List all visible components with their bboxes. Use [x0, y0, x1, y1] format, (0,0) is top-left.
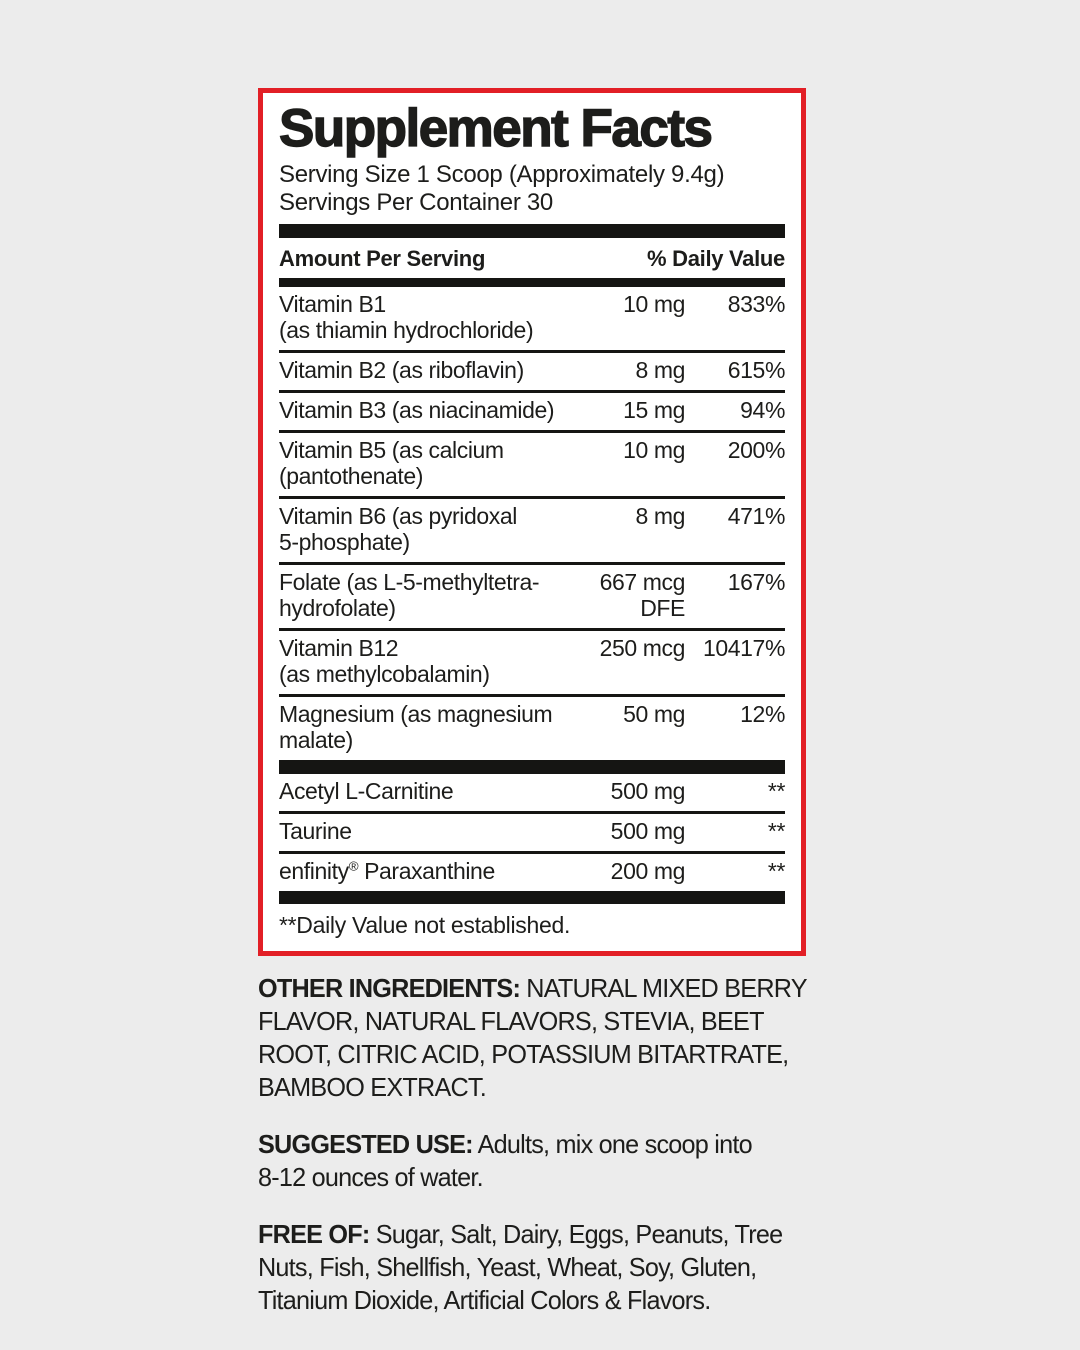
- nutrient-daily-value: 615%: [727, 357, 786, 384]
- nutrient-name: Vitamin B12 (as methylcobalamin): [279, 635, 490, 688]
- nutrient-name: Vitamin B5 (as calcium (pantothenate): [279, 437, 504, 490]
- label-info-sections: OTHER INGREDIENTS: NATURAL MIXED BERRY F…: [258, 972, 918, 1341]
- nutrient-daily-value: 94%: [740, 397, 785, 424]
- nutrient-row: Folate (as L-5-methyltetra- hydrofolate)…: [279, 562, 785, 628]
- nutrient-amount: 500 mg: [610, 818, 686, 845]
- nutrient-daily-value: **: [767, 858, 786, 885]
- thick-divider-bar: [279, 760, 785, 775]
- thick-divider-bar: [279, 891, 785, 905]
- registered-trademark-symbol: ®: [348, 858, 359, 874]
- nutrient-row: Vitamin B1 (as thiamin hydrochloride) 10 …: [279, 287, 785, 350]
- other-ingredients-text: NATURAL MIXED BERRY FLAVOR, NATURAL FLAV…: [258, 973, 808, 1102]
- other-ingredients-label: OTHER INGREDIENTS:: [258, 973, 521, 1003]
- panel-title: Supplement Facts: [278, 99, 713, 158]
- nutrient-amount: 8 mg: [635, 503, 685, 530]
- nutrient-row: enfinity® Paraxanthine 200 mg **: [279, 851, 785, 891]
- nutrient-rows-vitamins: Vitamin B1 (as thiamin hydrochloride) 10 …: [279, 287, 785, 760]
- amount-per-serving-header: Amount Per Serving: [279, 246, 486, 272]
- nutrient-row: Vitamin B6 (as pyridoxal 5-phosphate) 8 m…: [279, 496, 785, 562]
- nutrient-row: Vitamin B12 (as methylcobalamin) 250 mcg 1…: [279, 628, 785, 694]
- nutrient-name: enfinity® Paraxanthine: [279, 858, 495, 885]
- nutrient-row: Vitamin B5 (as calcium (pantothenate) 10 …: [279, 430, 785, 496]
- nutrient-daily-value: 200%: [727, 437, 786, 464]
- nutrient-amount: 10 mg: [623, 291, 685, 318]
- serving-size-text: Serving Size 1 Scoop (Approximately 9.4g…: [279, 161, 725, 189]
- nutrient-amount: 15 mg: [623, 397, 685, 424]
- daily-value-footnote: **Daily Value not established.: [279, 912, 571, 939]
- supplement-facts-panel: Supplement Facts Serving Size 1 Scoop (A…: [258, 88, 806, 957]
- suggested-use-section: SUGGESTED USE: Adults, mix one scoop int…: [258, 1128, 898, 1194]
- nutrient-rows-other: Acetyl L-Carnitine 500 mg ** Taurine 500 mg *…: [279, 774, 785, 891]
- nutrient-amount: 667 mcg DFE: [599, 569, 686, 622]
- nutrient-daily-value: 833%: [727, 291, 786, 318]
- nutrient-amount: 500 mg: [610, 778, 686, 805]
- nutrient-row: Vitamin B2 (as riboflavin) 8 mg 615%: [279, 350, 785, 390]
- nutrient-daily-value: 167%: [727, 569, 786, 596]
- free-of-text: Sugar, Salt, Dairy, Eggs, Peanuts, Tree …: [258, 1219, 783, 1315]
- nutrient-row: Vitamin B3 (as niacinamide) 15 mg 94%: [279, 390, 785, 430]
- nutrient-name: Vitamin B1 (as thiamin hydrochloride): [279, 291, 534, 344]
- daily-value-header: % Daily Value: [647, 246, 785, 272]
- nutrient-name: Vitamin B6 (as pyridoxal 5-phosphate): [279, 503, 517, 556]
- nutrient-name: Vitamin B3 (as niacinamide): [279, 397, 555, 424]
- nutrient-row: Taurine 500 mg **: [279, 811, 785, 851]
- table-header-row: Amount Per Serving % Daily Value: [279, 238, 785, 278]
- suggested-use-label: SUGGESTED USE:: [258, 1129, 474, 1159]
- nutrient-amount: 10 mg: [623, 437, 685, 464]
- nutrient-name: Folate (as L-5-methyltetra- hydrofolate): [279, 569, 540, 622]
- suggested-use-text: Adults, mix one scoop into 8-12 ounces o…: [258, 1129, 753, 1192]
- nutrient-daily-value: **: [767, 818, 786, 845]
- nutrient-amount: 200 mg: [610, 858, 686, 885]
- nutrient-row: Magnesium (as magnesium malate) 50 mg 12%: [279, 694, 785, 760]
- free-of-section: FREE OF: Sugar, Salt, Dairy, Eggs, Peanu…: [258, 1218, 898, 1317]
- free-of-label: FREE OF:: [258, 1219, 370, 1249]
- servings-per-container-text: Servings Per Container 30: [279, 189, 553, 217]
- nutrient-name: Acetyl L-Carnitine: [279, 778, 454, 805]
- thick-divider-bar: [279, 224, 785, 239]
- nutrient-daily-value: 12%: [740, 701, 785, 728]
- nutrient-daily-value: 10417%: [702, 635, 785, 662]
- nutrient-name: Taurine: [279, 818, 352, 845]
- nutrient-amount: 8 mg: [635, 357, 685, 384]
- nutrient-name: Vitamin B2 (as riboflavin): [279, 357, 524, 384]
- nutrient-daily-value: 471%: [727, 503, 786, 530]
- nutrient-daily-value: **: [767, 778, 786, 805]
- other-ingredients-section: OTHER INGREDIENTS: NATURAL MIXED BERRY F…: [258, 972, 898, 1104]
- nutrient-row: Acetyl L-Carnitine 500 mg **: [279, 774, 785, 811]
- nutrient-name: Magnesium (as magnesium malate): [279, 701, 553, 754]
- nutrient-amount: 50 mg: [623, 701, 685, 728]
- medium-divider-bar: [279, 278, 785, 288]
- nutrient-amount: 250 mcg: [599, 635, 686, 662]
